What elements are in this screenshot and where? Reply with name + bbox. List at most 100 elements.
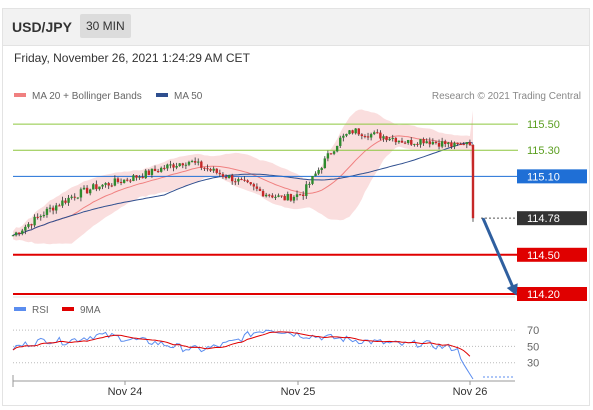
candle-body bbox=[335, 145, 339, 152]
candle-body bbox=[459, 144, 462, 146]
candle-body bbox=[431, 141, 435, 145]
level-115-50-label: 115.50 bbox=[527, 119, 560, 131]
level-115-10-tag bbox=[517, 169, 587, 184]
candle-body bbox=[135, 175, 138, 178]
candle-body bbox=[410, 139, 413, 145]
candle-body bbox=[11, 235, 15, 237]
candle-body bbox=[17, 232, 21, 234]
candle-body bbox=[21, 230, 24, 234]
candle-body bbox=[58, 205, 61, 207]
candle-body bbox=[302, 194, 305, 196]
candle-body bbox=[30, 224, 33, 226]
candle-body bbox=[363, 136, 367, 138]
candle-body bbox=[416, 143, 419, 145]
candle-body bbox=[113, 178, 117, 186]
candle-body bbox=[360, 134, 364, 137]
candle-body bbox=[110, 185, 113, 187]
candle-body bbox=[193, 161, 197, 163]
candle-body bbox=[107, 183, 110, 186]
candle-body bbox=[397, 140, 401, 143]
candle-body bbox=[169, 164, 172, 166]
candle-body bbox=[311, 176, 314, 184]
candle-body bbox=[70, 196, 73, 198]
research-credit: Research © 2021 Trading Central bbox=[431, 91, 581, 102]
candle-body bbox=[122, 179, 126, 183]
candle-body bbox=[159, 167, 163, 172]
candle-body bbox=[48, 207, 52, 209]
candle-body bbox=[258, 188, 262, 191]
candle-body bbox=[434, 141, 438, 143]
candle-body bbox=[354, 128, 357, 134]
candle-body bbox=[345, 133, 348, 136]
candle-body bbox=[42, 214, 46, 217]
candle-body bbox=[104, 183, 107, 185]
candle-body bbox=[406, 139, 410, 143]
candle-body bbox=[425, 141, 428, 144]
candle-body bbox=[92, 184, 95, 190]
level-114-50-tag bbox=[517, 247, 587, 262]
candle-body bbox=[379, 132, 382, 139]
candle-body bbox=[39, 216, 42, 218]
candle-body bbox=[206, 168, 209, 170]
level-115-30-label: 115.30 bbox=[527, 145, 560, 157]
candle-body bbox=[126, 179, 129, 181]
symbol-label: USD/JPY bbox=[12, 19, 72, 35]
candle-body bbox=[413, 143, 416, 145]
candle-body bbox=[45, 208, 49, 215]
candle-body bbox=[116, 178, 120, 182]
level-114-78-tag bbox=[517, 211, 587, 226]
candle-body bbox=[468, 142, 472, 145]
candle-body bbox=[237, 179, 240, 182]
candle-body bbox=[286, 194, 289, 201]
candle-body bbox=[221, 174, 225, 177]
timestamp: Friday, November 26, 2021 1:24:29 AM CET bbox=[14, 51, 250, 65]
candle-body bbox=[243, 179, 246, 181]
legend-ma50: MA 50 bbox=[156, 91, 202, 102]
level-115-10-label: 115.10 bbox=[527, 171, 560, 183]
candle-body bbox=[444, 141, 447, 145]
x-tick-label: Nov 26 bbox=[453, 386, 488, 398]
x-tick-label: Nov 25 bbox=[281, 386, 316, 398]
candle-body bbox=[403, 142, 407, 144]
candle-body bbox=[51, 207, 55, 211]
ma9-swatch bbox=[62, 307, 74, 312]
candle-body bbox=[419, 139, 422, 145]
ma9-label: 9MA bbox=[80, 305, 101, 316]
candle-body bbox=[292, 196, 296, 201]
candle-body bbox=[462, 144, 465, 146]
candle-body bbox=[156, 171, 160, 173]
candle-body bbox=[184, 164, 188, 166]
candle-body bbox=[190, 161, 194, 163]
timeframe-button[interactable]: 30 MIN bbox=[80, 14, 131, 38]
price-chart: 115.50 115.30 115.10 114.78 114.50 114.20 70 50… bbox=[11, 109, 587, 398]
ma50-swatch bbox=[156, 93, 168, 98]
candle-body bbox=[150, 168, 154, 175]
candle-body bbox=[274, 196, 277, 198]
candle-body bbox=[14, 232, 18, 236]
candle-body bbox=[305, 184, 308, 196]
candle-body bbox=[277, 195, 280, 197]
candle-body bbox=[163, 167, 166, 169]
chart-widget: USD/JPY 30 MIN Friday, November 26, 2021… bbox=[2, 8, 590, 406]
candle-body bbox=[175, 166, 178, 168]
candle-body bbox=[440, 141, 444, 147]
candle-body bbox=[428, 141, 431, 145]
candle-body bbox=[332, 151, 336, 154]
candle-body bbox=[456, 142, 459, 145]
level-114-20-label: 114.20 bbox=[527, 289, 560, 301]
rsi-level-label-70: 70 bbox=[527, 325, 539, 337]
candle-body bbox=[447, 142, 450, 145]
rsi-swatch bbox=[14, 307, 26, 312]
candle-body bbox=[366, 136, 370, 138]
candle-body bbox=[280, 195, 283, 197]
candle-body bbox=[88, 189, 92, 194]
ma50-label: MA 50 bbox=[174, 91, 203, 102]
candle-body bbox=[215, 168, 218, 173]
candle-body bbox=[209, 169, 212, 171]
candle-body bbox=[376, 132, 379, 134]
candle-body bbox=[230, 175, 234, 182]
legend-rsi: RSI bbox=[14, 305, 49, 316]
x-tick-label: Nov 24 bbox=[108, 386, 143, 398]
candle-body bbox=[385, 136, 388, 141]
candle-body bbox=[138, 176, 141, 178]
